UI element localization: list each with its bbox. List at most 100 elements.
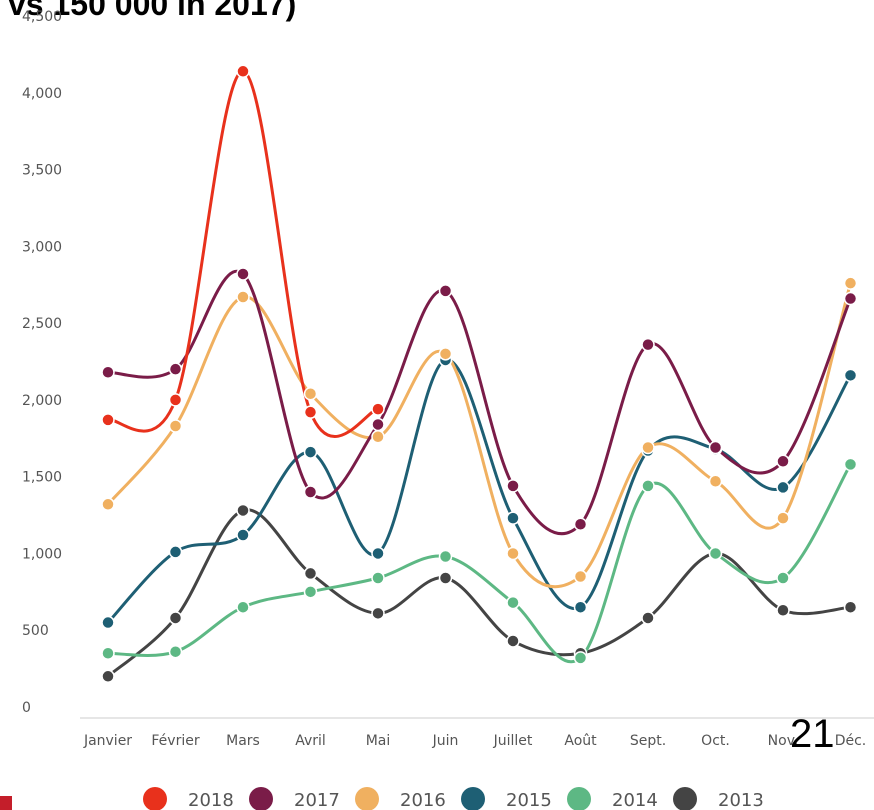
data-point-2017 [641, 337, 655, 352]
data-point-2017 [438, 284, 453, 298]
x-tick-label: Février [151, 733, 199, 749]
legend-label-2017: 2017 [294, 790, 340, 810]
data-point-2014 [506, 595, 520, 610]
data-point-2015 [168, 545, 183, 559]
legend-marker-2017 [249, 787, 273, 810]
data-point-2013 [776, 603, 790, 618]
data-point-2013 [303, 566, 318, 581]
data-point-2015 [843, 368, 858, 383]
data-point-2013 [168, 611, 183, 625]
data-point-2014 [101, 646, 115, 661]
legend-marker-2018 [143, 787, 167, 810]
legend-marker-2016 [355, 787, 379, 810]
data-point-2017 [371, 417, 385, 432]
legend-label-2018: 2018 [188, 790, 234, 810]
y-tick-label: 4,000 [22, 86, 62, 102]
legend-marker-2015 [461, 787, 485, 810]
data-point-2015 [776, 480, 790, 495]
data-point-2015 [573, 600, 588, 614]
data-point-2016 [438, 347, 453, 361]
series-line-2015 [106, 358, 852, 624]
data-point-2014 [236, 600, 250, 614]
legend-label-2013: 2013 [718, 790, 764, 810]
data-point-2016 [506, 546, 520, 561]
data-point-2017 [506, 479, 520, 493]
series-line-2014 [107, 463, 852, 664]
data-point-2015 [101, 615, 115, 630]
data-point-2018 [101, 413, 115, 427]
data-point-2013 [101, 669, 115, 684]
y-axis: 0 500 1,000 1,500 2,000 2,500 3,000 3,500 4,000 4… [22, 9, 62, 716]
data-point-2014 [303, 585, 318, 599]
data-point-2018 [168, 393, 183, 407]
data-point-2017 [303, 485, 318, 499]
x-tick-label: Août [564, 733, 597, 749]
x-tick-label: Avril [295, 733, 326, 749]
page-number: 21 [790, 712, 835, 756]
data-point-2017 [843, 291, 858, 306]
data-point-2018 [371, 402, 385, 416]
x-tick-label: Mars [226, 733, 260, 749]
data-point-2015 [236, 528, 250, 542]
data-point-2017 [101, 365, 115, 379]
data-point-2014 [168, 644, 183, 659]
data-point-2014 [843, 457, 858, 472]
series-points [101, 64, 858, 684]
data-point-2014 [438, 549, 453, 564]
legend-label-2016: 2016 [400, 790, 446, 810]
x-tick-label: Oct. [701, 733, 730, 749]
data-point-2016 [776, 511, 790, 525]
data-point-2013 [236, 503, 250, 518]
series-line-2017 [107, 269, 852, 536]
x-tick-label: Mai [366, 733, 391, 749]
y-tick-label: 1,000 [22, 546, 62, 562]
data-point-2017 [573, 517, 588, 532]
data-point-2014 [573, 651, 588, 665]
data-point-2013 [438, 571, 453, 585]
x-tick-label: Juin [432, 733, 459, 749]
data-point-2016 [303, 386, 318, 401]
data-point-2016 [236, 290, 250, 304]
data-point-2018 [236, 64, 250, 79]
data-point-2016 [708, 474, 723, 489]
data-point-2016 [573, 569, 588, 584]
series-line-2013 [107, 508, 851, 678]
x-tick-label: Sept. [630, 733, 666, 749]
data-point-2014 [371, 571, 385, 585]
data-point-2015 [303, 445, 318, 459]
data-point-2013 [641, 611, 655, 625]
data-point-2014 [708, 546, 723, 561]
data-point-2016 [101, 497, 115, 512]
data-point-2016 [168, 419, 183, 433]
chart-title-fragment: vs 150 000 in 2017) [8, 0, 297, 22]
data-point-2013 [506, 634, 520, 648]
y-tick-label: 1,500 [22, 470, 62, 486]
x-tick-label: Déc. [835, 733, 867, 749]
x-axis: Janvier Février Mars Avril Mai Juin Juillet Aoû… [80, 717, 874, 749]
data-point-2017 [708, 440, 723, 455]
y-tick-label: 2,000 [22, 393, 62, 409]
data-point-2014 [776, 571, 790, 585]
y-tick-label: 3,000 [22, 239, 62, 255]
data-point-2015 [506, 511, 520, 525]
x-tick-label: Nov. [768, 733, 799, 749]
data-point-2014 [641, 479, 655, 493]
data-point-2017 [776, 454, 790, 469]
series-line-2018 [107, 69, 379, 438]
series-lines [106, 69, 852, 678]
legend-label-2015: 2015 [506, 790, 552, 810]
y-tick-label: 4,500 [22, 9, 62, 25]
x-tick-label: Janvier [83, 733, 132, 749]
data-point-2016 [843, 276, 858, 290]
y-tick-label: 0 [22, 700, 31, 716]
y-tick-label: 3,500 [22, 163, 62, 179]
data-point-2017 [236, 267, 250, 281]
legend-label-2014: 2014 [612, 790, 658, 810]
data-point-2015 [371, 546, 385, 561]
legend-marker-2013 [673, 787, 697, 810]
data-point-2018 [303, 405, 318, 419]
data-point-2013 [371, 606, 385, 621]
data-point-2016 [641, 440, 655, 455]
y-tick-label: 500 [22, 623, 49, 639]
